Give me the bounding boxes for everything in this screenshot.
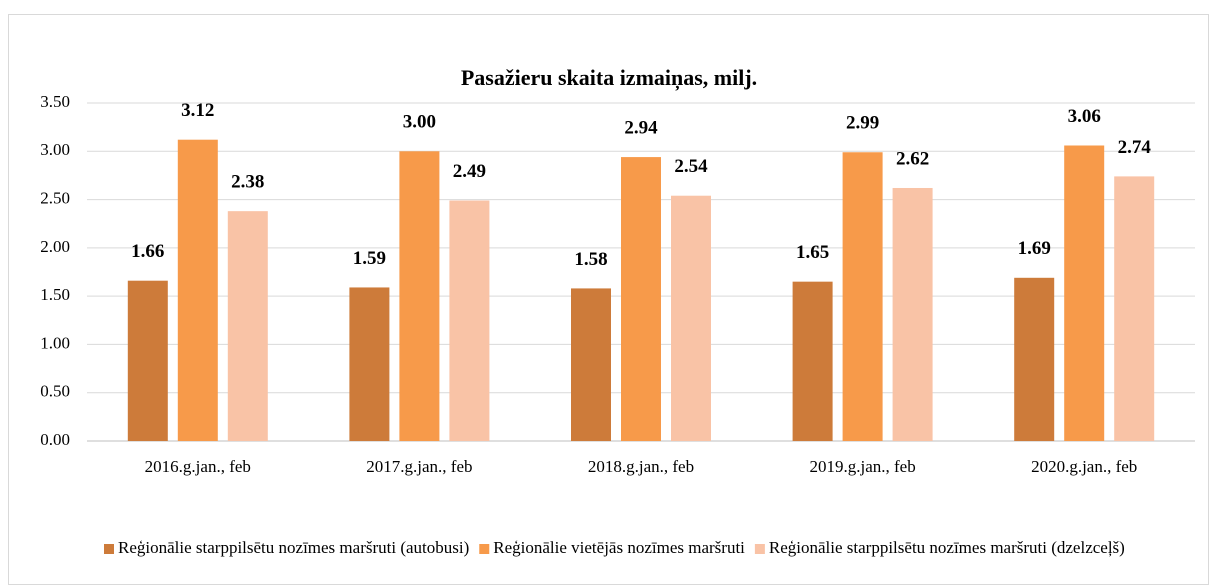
- bar: [1064, 145, 1105, 441]
- y-tick-label: 1.00: [40, 333, 70, 352]
- x-tick-label: 2020.g.jan., feb: [1031, 457, 1137, 476]
- data-label: 3.00: [403, 112, 436, 133]
- data-label: 1.66: [131, 241, 164, 262]
- legend-swatch: [479, 544, 490, 554]
- x-tick-label: 2016.g.jan., feb: [145, 457, 251, 476]
- legend-swatch: [104, 544, 114, 554]
- y-tick-label: 2.00: [40, 237, 70, 256]
- data-label: 2.54: [674, 156, 708, 177]
- data-label: 1.58: [574, 249, 607, 270]
- data-label: 2.49: [453, 161, 486, 182]
- y-tick-label: 0.50: [40, 382, 70, 401]
- bar: [792, 281, 833, 441]
- data-label: 1.65: [796, 242, 829, 263]
- data-label: 1.59: [353, 248, 386, 269]
- legend-label: Reģionālie starppilsētu nozīmes maršruti…: [118, 538, 469, 557]
- bar: [127, 280, 168, 441]
- bar: [671, 195, 711, 441]
- x-tick-label: 2017.g.jan., feb: [366, 457, 472, 476]
- y-tick-label: 3.50: [40, 92, 70, 111]
- data-label: 3.06: [1068, 106, 1101, 127]
- y-tick-label: 1.50: [40, 285, 70, 304]
- legend-swatch: [754, 544, 765, 554]
- y-tick-label: 3.00: [40, 140, 70, 159]
- legend-label: Reģionālie starppilsētu nozīmes maršruti…: [769, 538, 1125, 557]
- bar: [621, 157, 661, 441]
- x-tick-label: 2018.g.jan., feb: [588, 457, 694, 476]
- data-label: 1.69: [1018, 238, 1051, 259]
- data-label: 2.38: [231, 172, 264, 193]
- legend-label: Reģionālie vietējās nozīmes maršruti: [493, 538, 745, 557]
- data-label: 2.62: [896, 148, 929, 169]
- data-label: 2.74: [1118, 137, 1152, 158]
- bar: [892, 187, 933, 441]
- bar: [349, 287, 390, 441]
- bar: [177, 139, 218, 441]
- bar: [1114, 176, 1155, 441]
- data-label: 2.94: [624, 117, 658, 138]
- bar: [571, 288, 611, 441]
- bar: [449, 200, 490, 441]
- bar: [1014, 277, 1055, 441]
- bar: [399, 151, 440, 442]
- y-tick-label: 2.50: [40, 188, 70, 207]
- data-label: 3.12: [181, 100, 214, 121]
- data-label: 2.99: [846, 113, 879, 134]
- bar: [842, 152, 883, 441]
- y-tick-label: 0.00: [40, 430, 70, 449]
- chart-title: Pasažieru skaita izmaiņas, milj.: [461, 65, 757, 91]
- x-tick-label: 2019.g.jan., feb: [809, 457, 915, 476]
- bar: [227, 211, 268, 441]
